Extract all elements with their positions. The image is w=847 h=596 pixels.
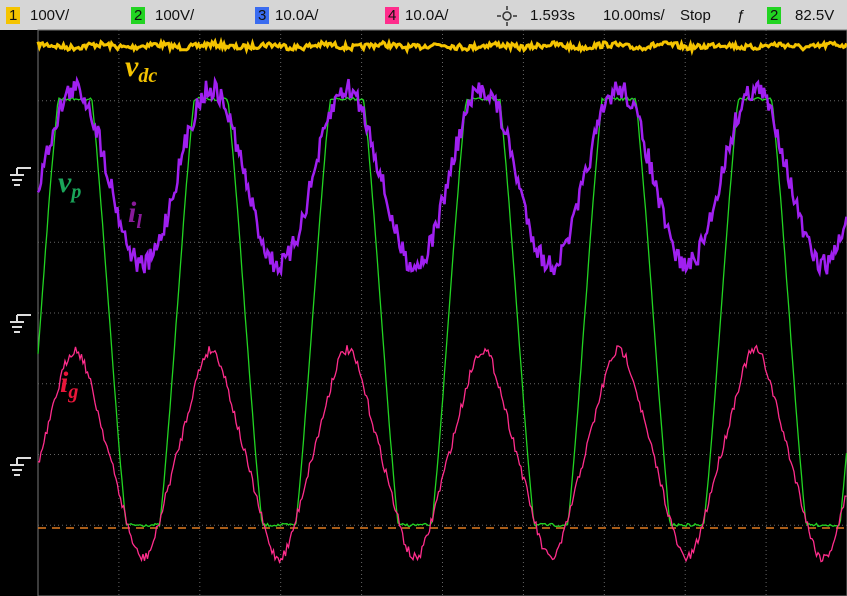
channel-number: 1 xyxy=(9,7,17,24)
channel-number: 2 xyxy=(134,7,142,24)
trigger-symbol: ƒ xyxy=(737,7,745,24)
channel-scale: 10.0A/ xyxy=(405,7,449,24)
time-scale: 10.00ms/ xyxy=(603,7,666,24)
time-position: 1.593s xyxy=(530,7,575,24)
channel-number: 4 xyxy=(388,7,396,24)
trigger-channel: 2 xyxy=(770,7,778,24)
channel-number: 3 xyxy=(258,7,266,24)
trace-subscript: dc xyxy=(138,65,157,87)
background xyxy=(0,0,847,596)
trigger-level: 82.5V xyxy=(795,7,834,24)
channel-scale: 10.0A/ xyxy=(275,7,319,24)
trace-symbol: v xyxy=(58,166,72,199)
trace-subscript: p xyxy=(69,181,81,203)
channel-scale: 100V/ xyxy=(155,7,195,24)
trace-subscript: g xyxy=(67,381,78,403)
trace-symbol: v xyxy=(125,50,139,83)
channel-scale: 100V/ xyxy=(30,7,70,24)
run-status: Stop xyxy=(680,7,711,24)
trace-subscript: l xyxy=(136,211,142,233)
oscilloscope-screen: 1 100V/ 2 100V/ 3 10.0A/ 4 10.0A/ 1.593s… xyxy=(0,0,847,596)
